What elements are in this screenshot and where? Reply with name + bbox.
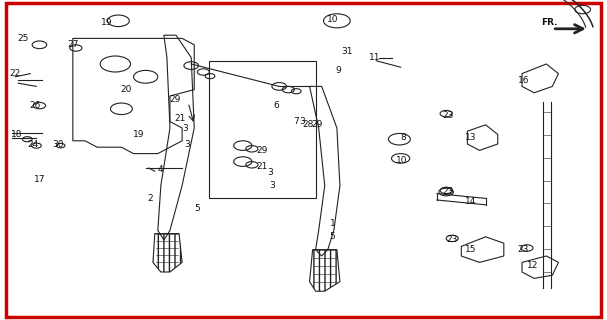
Text: 3: 3 xyxy=(299,117,305,126)
Text: 11: 11 xyxy=(370,53,381,62)
Text: 8: 8 xyxy=(401,133,407,142)
Text: 31: 31 xyxy=(342,47,353,56)
Text: 18: 18 xyxy=(12,130,22,139)
Text: 1: 1 xyxy=(330,220,336,228)
Text: 22: 22 xyxy=(10,69,21,78)
Text: 3: 3 xyxy=(182,124,188,132)
Text: 30: 30 xyxy=(52,140,63,148)
Text: 23: 23 xyxy=(518,245,529,254)
Text: 19: 19 xyxy=(133,130,144,139)
Text: 29: 29 xyxy=(169,95,180,104)
Text: 25: 25 xyxy=(18,34,29,43)
Text: 23: 23 xyxy=(447,236,458,244)
Text: 23: 23 xyxy=(443,111,453,120)
Text: 6: 6 xyxy=(273,101,279,110)
Text: 27: 27 xyxy=(67,40,78,49)
Text: 29: 29 xyxy=(311,120,322,129)
Text: 5: 5 xyxy=(330,232,336,241)
Text: 10: 10 xyxy=(396,156,407,164)
Text: 29: 29 xyxy=(257,146,268,155)
Text: 4: 4 xyxy=(158,165,164,174)
Text: 14: 14 xyxy=(465,197,476,206)
Text: 3: 3 xyxy=(184,140,190,148)
Text: 21: 21 xyxy=(175,114,186,123)
Text: 3: 3 xyxy=(267,168,273,177)
Text: 12: 12 xyxy=(527,261,538,270)
Text: 9: 9 xyxy=(336,66,342,75)
Text: 20: 20 xyxy=(121,85,132,94)
Text: 7: 7 xyxy=(293,117,299,126)
Text: 10: 10 xyxy=(327,15,338,24)
Text: 21: 21 xyxy=(257,162,268,171)
Text: 23: 23 xyxy=(443,188,453,196)
Text: 26: 26 xyxy=(30,101,41,110)
Text: 19: 19 xyxy=(101,18,112,27)
Text: FR.: FR. xyxy=(541,18,558,27)
Text: 17: 17 xyxy=(34,175,45,184)
Text: 28: 28 xyxy=(303,120,314,129)
Text: 3: 3 xyxy=(269,181,275,190)
Text: 24: 24 xyxy=(28,140,39,148)
Text: 15: 15 xyxy=(465,245,476,254)
Text: 2: 2 xyxy=(148,194,154,203)
Text: 5: 5 xyxy=(194,204,200,212)
Text: 16: 16 xyxy=(518,76,529,84)
Text: 13: 13 xyxy=(465,133,476,142)
